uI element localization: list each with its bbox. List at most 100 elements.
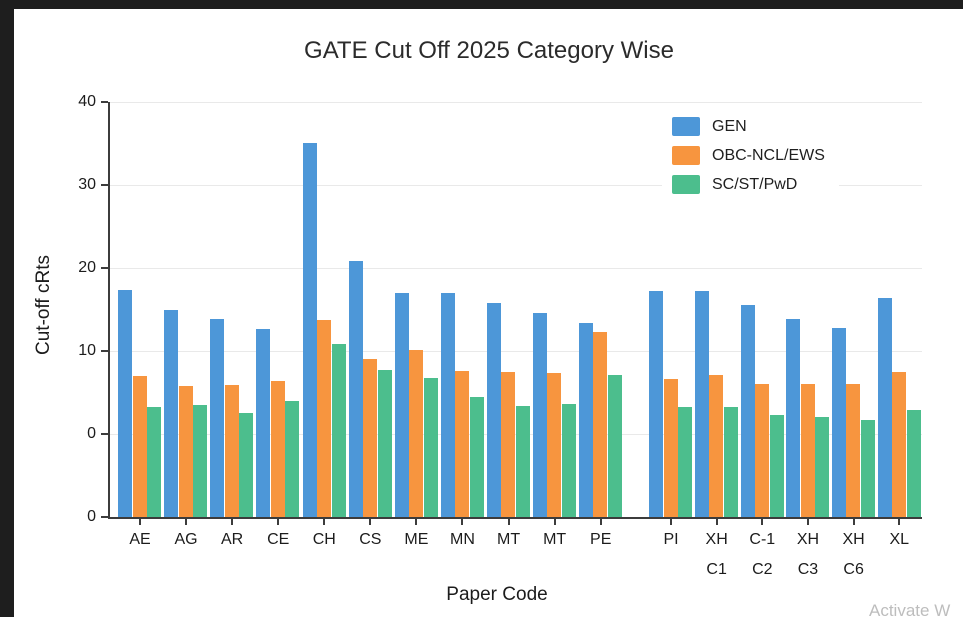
y-tick-label: 10 xyxy=(78,342,96,359)
bar-gen-mn xyxy=(440,292,455,517)
bar-gen-ce xyxy=(256,328,271,517)
legend-swatch-gen xyxy=(672,117,700,136)
bar-sc-st-pwd-pe xyxy=(607,375,622,517)
gridline-10 xyxy=(110,351,922,352)
bar-obc-ncl-ews-xh-c3 xyxy=(800,384,815,517)
bar-gen-xh-c1 xyxy=(694,291,709,517)
y-tick-label: 30 xyxy=(78,176,96,193)
x-tick-label-c-1-c2: C-1 C2 xyxy=(749,531,776,578)
bar-obc-ncl-ews-mt xyxy=(547,372,562,517)
bar-gen-cs xyxy=(348,260,363,517)
bar-sc-st-pwd-xh-c3 xyxy=(815,416,830,517)
legend-label-obc: OBC-NCL/EWS xyxy=(712,146,825,164)
x-tick-label-mt: MT xyxy=(496,531,521,548)
x-tick-label-pi: PI xyxy=(663,531,679,548)
y-tick xyxy=(101,516,108,518)
x-tick xyxy=(852,519,855,525)
y-tick-label: 40 xyxy=(78,93,96,110)
x-axis-label: Paper Code xyxy=(446,584,548,605)
bar-obc-ncl-ews-mn xyxy=(455,370,470,517)
y-tick xyxy=(101,350,108,352)
bar-obc-ncl-ews-ar xyxy=(224,385,239,517)
x-tick-label-ae: AE xyxy=(129,531,151,548)
bar-obc-ncl-ews-ch xyxy=(317,320,332,517)
bar-obc-ncl-ews-mt xyxy=(501,371,516,517)
x-tick xyxy=(277,519,280,525)
gridline-40 xyxy=(110,102,922,103)
x-tick-label-pe: PE xyxy=(590,531,612,548)
x-tick xyxy=(599,519,602,525)
x-tick xyxy=(323,519,326,525)
y-tick xyxy=(101,267,108,269)
bar-sc-st-pwd-mn xyxy=(469,397,484,517)
bar-sc-st-pwd-mt xyxy=(515,405,530,517)
legend-label-gen: GEN xyxy=(712,117,747,135)
legend: GEN OBC-NCL/EWS SC/ST/PwD xyxy=(662,110,839,206)
x-tick-label-xh-c6: XH C6 xyxy=(842,531,865,578)
x-tick-label-mt: MT xyxy=(543,531,567,548)
bar-sc-st-pwd-ar xyxy=(239,413,254,517)
x-tick xyxy=(185,519,188,525)
window-frame-top xyxy=(0,0,963,9)
bar-sc-st-pwd-mt xyxy=(561,404,576,517)
x-tick-label-ch: CH xyxy=(312,531,336,548)
bar-sc-st-pwd-c-1-c2 xyxy=(769,414,784,517)
x-tick xyxy=(461,519,464,525)
bar-sc-st-pwd-ag xyxy=(193,404,208,517)
bar-gen-c-1-c2 xyxy=(740,304,755,517)
x-tick xyxy=(553,519,556,525)
x-tick xyxy=(231,519,234,525)
x-tick xyxy=(898,519,901,525)
bar-obc-ncl-ews-xl xyxy=(892,371,907,517)
bar-gen-mt xyxy=(486,302,501,517)
x-tick-label-xh-c3: XH C3 xyxy=(796,531,820,578)
y-tick xyxy=(101,184,108,186)
legend-item-gen: GEN xyxy=(672,117,825,136)
x-tick xyxy=(715,519,718,525)
x-tick xyxy=(369,519,372,525)
bar-obc-ncl-ews-me xyxy=(409,350,424,517)
bar-gen-mt xyxy=(532,312,547,517)
bar-gen-pi xyxy=(649,291,664,517)
bar-obc-ncl-ews-cs xyxy=(363,359,378,517)
y-tick-label: 20 xyxy=(78,259,96,276)
gridline-30 xyxy=(110,185,922,186)
x-tick-label-xl: XL xyxy=(889,531,910,548)
y-tick xyxy=(101,101,108,103)
bar-gen-pe xyxy=(578,322,593,517)
chart-title: GATE Cut Off 2025 Category Wise xyxy=(304,37,674,64)
bar-obc-ncl-ews-pi xyxy=(663,379,678,517)
y-axis-label: Cut-off cRts xyxy=(33,255,54,355)
bar-gen-xh-c3 xyxy=(786,318,801,517)
x-tick-label-ag: AG xyxy=(174,531,198,548)
legend-item-obc: OBC-NCL/EWS xyxy=(672,146,825,165)
x-tick xyxy=(670,519,672,525)
bar-gen-ch xyxy=(302,142,317,517)
bar-sc-st-pwd-xh-c6 xyxy=(860,419,875,517)
x-tick-label-ce: CE xyxy=(267,531,290,548)
legend-swatch-obc xyxy=(672,146,700,165)
bar-sc-st-pwd-ch xyxy=(331,344,346,517)
x-tick xyxy=(507,519,510,525)
bar-obc-ncl-ews-ce xyxy=(270,380,285,517)
bar-sc-st-pwd-ae xyxy=(147,407,162,517)
bar-gen-ae xyxy=(118,289,133,517)
gridline-20 xyxy=(110,268,922,269)
bar-gen-me xyxy=(394,292,409,517)
x-tick xyxy=(761,519,764,525)
x-tick-label-ar: AR xyxy=(221,531,244,548)
y-tick xyxy=(101,433,108,435)
x-tick-label-me: ME xyxy=(404,531,429,548)
bar-sc-st-pwd-xl xyxy=(906,409,921,517)
bar-gen-xh-c6 xyxy=(831,327,846,517)
x-tick-label-xh-c1: XH C1 xyxy=(705,531,728,578)
x-tick-label-cs: CS xyxy=(359,531,382,548)
bar-sc-st-pwd-cs xyxy=(377,370,392,517)
bar-obc-ncl-ews-xh-c6 xyxy=(846,384,861,517)
x-tick xyxy=(415,519,418,525)
x-tick xyxy=(139,519,141,525)
bar-sc-st-pwd-me xyxy=(423,377,438,517)
bar-obc-ncl-ews-pe xyxy=(593,331,608,517)
y-tick-label: 0 xyxy=(87,425,96,442)
window-frame-left xyxy=(0,0,14,617)
